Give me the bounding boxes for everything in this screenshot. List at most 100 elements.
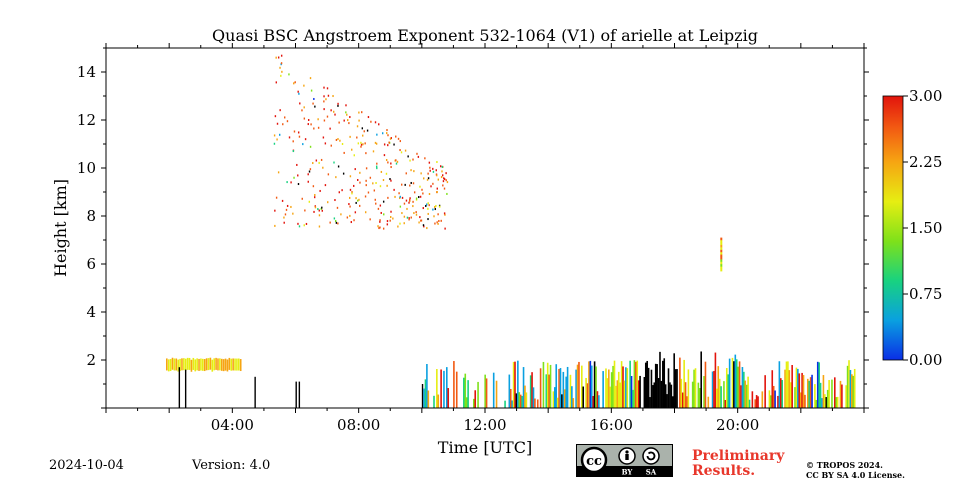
heatmap-cell xyxy=(504,400,506,408)
heatmap-cell xyxy=(228,357,231,370)
heatmap-cell xyxy=(426,364,428,408)
heatmap-cell xyxy=(365,167,368,170)
svg-text:cc: cc xyxy=(586,454,602,469)
heatmap-cell xyxy=(217,358,219,371)
heatmap-cell xyxy=(409,184,411,187)
heatmap-cell xyxy=(349,135,351,138)
heatmap-cell xyxy=(848,360,850,408)
heatmap-feature-upper-scatter xyxy=(273,54,449,230)
heatmap-cell xyxy=(337,165,340,168)
heatmap-cell xyxy=(315,159,318,162)
cc-license-badge[interactable]: cc BY SA xyxy=(576,444,673,477)
heatmap-cell xyxy=(298,381,301,408)
heatmap-cell xyxy=(394,195,396,198)
heatmap-cell xyxy=(423,388,425,408)
heatmap-cell xyxy=(312,102,314,105)
heatmap-cell xyxy=(649,397,651,408)
heatmap-cell xyxy=(615,385,617,408)
y-tick-label: 6 xyxy=(86,255,96,273)
heatmap-cell xyxy=(519,394,522,408)
heatmap-cell xyxy=(357,199,359,202)
heatmap-cell xyxy=(320,158,323,161)
heatmap-cell xyxy=(360,145,362,148)
heatmap-cell xyxy=(616,380,619,408)
heatmap-cell xyxy=(390,137,392,140)
chart-title: Quasi BSC Angstroem Exponent 532-1064 (V… xyxy=(212,26,758,45)
heatmap-cell xyxy=(230,358,233,371)
heatmap-cell xyxy=(576,364,579,408)
heatmap-cell xyxy=(403,202,406,205)
heatmap-cell xyxy=(748,399,751,408)
heatmap-cell xyxy=(445,179,447,182)
heatmap-cell xyxy=(305,222,308,225)
heatmap-cell xyxy=(635,361,637,408)
heatmap-cell xyxy=(754,399,757,408)
heatmap-cell xyxy=(492,372,495,408)
heatmap-cell xyxy=(275,56,277,59)
heatmap-cell xyxy=(283,221,285,224)
heatmap-feature-morning-layer xyxy=(166,357,424,408)
heatmap-cell xyxy=(720,254,723,257)
heatmap-cell xyxy=(318,214,321,217)
heatmap-cell xyxy=(314,205,316,208)
heatmap-cell xyxy=(714,352,717,408)
heatmap-cell xyxy=(406,216,409,219)
heatmap-cell xyxy=(184,369,187,408)
heatmap-cell xyxy=(552,391,555,408)
heatmap-cell xyxy=(375,202,377,205)
heatmap-cell xyxy=(276,138,278,141)
heatmap-cell xyxy=(200,358,202,371)
heatmap-cell xyxy=(413,191,416,194)
heatmap-cell xyxy=(362,134,364,137)
heatmap-cell xyxy=(654,363,657,408)
heatmap-cell xyxy=(303,224,305,227)
heatmap-cell xyxy=(364,211,367,214)
heatmap-cell xyxy=(581,365,583,408)
heatmap-cell xyxy=(389,219,391,222)
heatmap-cell xyxy=(465,397,468,408)
heatmap-cell xyxy=(404,183,406,186)
heatmap-cell xyxy=(589,360,592,408)
heatmap-cell xyxy=(841,384,843,408)
colorbar-ticks: 0.00 0.75 1.50 2.25 3.00 xyxy=(903,87,942,369)
heatmap-cell xyxy=(428,161,431,164)
heatmap-cell xyxy=(380,170,383,173)
heatmap-cell xyxy=(280,74,282,77)
heatmap-cell xyxy=(222,359,225,372)
heatmap-cell xyxy=(619,382,621,408)
heatmap-cell xyxy=(281,199,284,202)
heatmap-cell xyxy=(472,398,475,408)
heatmap-cell xyxy=(428,204,430,207)
heatmap-cell xyxy=(720,249,723,253)
heatmap-cell xyxy=(415,211,417,214)
heatmap-cell xyxy=(337,102,339,105)
heatmap-cell xyxy=(380,211,382,214)
heatmap-cell xyxy=(542,361,545,408)
heatmap-cell xyxy=(439,205,441,208)
heatmap-cell xyxy=(647,367,650,408)
heatmap-cell xyxy=(238,358,240,371)
heatmap-cell xyxy=(407,155,409,158)
heatmap-cell xyxy=(427,207,429,210)
heatmap-cell xyxy=(720,240,723,243)
heatmap-cell xyxy=(432,167,434,170)
heatmap-cell xyxy=(808,380,811,408)
heatmap-cell xyxy=(395,135,397,138)
heatmap-cell xyxy=(325,98,327,101)
heatmap-cell xyxy=(173,358,176,371)
heatmap-cell xyxy=(463,377,465,408)
heatmap-cell xyxy=(652,385,654,408)
heatmap-cell xyxy=(622,366,624,408)
heatmap-cell xyxy=(671,396,674,408)
heatmap-cell xyxy=(693,369,695,408)
heatmap-cell xyxy=(298,225,301,228)
heatmap-cell xyxy=(372,182,374,185)
heatmap-cell xyxy=(717,366,720,408)
heatmap-cell xyxy=(383,143,386,146)
heatmap-cell xyxy=(424,379,427,408)
heatmap-cell xyxy=(367,191,370,194)
heatmap-cell xyxy=(381,132,384,135)
heatmap-cell xyxy=(737,366,739,408)
heatmap-cell xyxy=(405,199,408,202)
y-axis-label: Height [km] xyxy=(51,179,70,277)
